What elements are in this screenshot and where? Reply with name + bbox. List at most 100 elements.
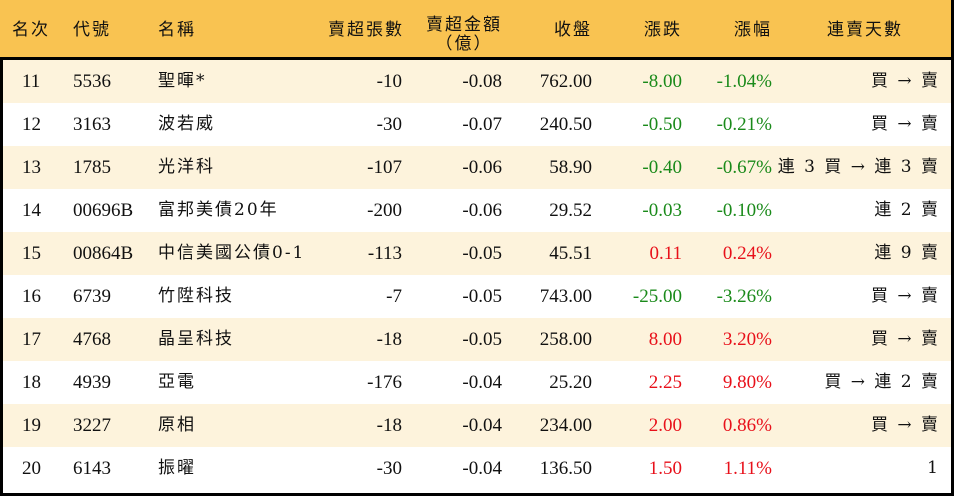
cell-change: 2.25: [648, 372, 682, 393]
cell-change-pct: 3.20%: [722, 329, 772, 350]
cell-change-pct: -0.67%: [716, 157, 772, 178]
cell-lots: -18: [376, 415, 402, 436]
cell-name: 晶呈科技: [158, 329, 234, 349]
table-row[interactable]: 17 4768 晶呈科技 -18 -0.05 258.00 8.00 3.20%…: [3, 318, 951, 361]
header-rank: 名次: [12, 20, 50, 40]
header-code: 代號: [73, 20, 111, 40]
cell-streak: 買 → 賣: [870, 71, 940, 91]
cell-amount: -0.07: [462, 114, 502, 135]
cell-change-pct: -1.04%: [716, 71, 772, 92]
cell-lots: -7: [386, 286, 402, 307]
header-streak: 連賣天數: [827, 20, 903, 40]
table-row[interactable]: 12 3163 波若威 -30 -0.07 240.50 -0.50 -0.21…: [3, 103, 951, 146]
cell-streak: 1: [927, 458, 940, 478]
header-close: 收盤: [554, 20, 592, 40]
cell-close: 25.20: [549, 372, 592, 393]
cell-amount: -0.04: [462, 415, 502, 436]
table-row[interactable]: 14 00696B 富邦美債20年 -200 -0.06 29.52 -0.03…: [3, 189, 951, 232]
table-body: 11 5536 聖暉* -10 -0.08 762.00 -8.00 -1.04…: [0, 60, 954, 496]
cell-lots: -18: [376, 329, 402, 350]
table-row[interactable]: 18 4939 亞電 -176 -0.04 25.20 2.25 9.80% 買…: [3, 361, 951, 404]
cell-name: 光洋科: [158, 157, 215, 177]
cell-streak: 買 → 連 2 賣: [824, 372, 940, 392]
header-net-sell-amount-line1: 賣超金額: [426, 15, 502, 35]
cell-streak: 連 3 買 → 連 3 賣: [777, 157, 940, 177]
cell-code: 00696B: [73, 200, 134, 221]
cell-close: 136.50: [539, 458, 592, 479]
cell-name: 富邦美債20年: [158, 200, 279, 220]
cell-amount: -0.04: [462, 458, 502, 479]
cell-lots: -200: [367, 200, 402, 221]
cell-change-pct: 0.24%: [722, 243, 772, 264]
cell-rank: 12: [22, 114, 41, 135]
cell-streak: 買 → 賣: [870, 415, 940, 435]
cell-change-pct: -0.21%: [716, 114, 772, 135]
cell-name: 聖暉*: [158, 71, 207, 91]
cell-lots: -30: [376, 114, 402, 135]
cell-rank: 16: [22, 286, 41, 307]
cell-amount: -0.05: [462, 329, 502, 350]
cell-close: 258.00: [539, 329, 592, 350]
cell-change-pct: -3.26%: [716, 286, 772, 307]
cell-code: 3163: [73, 114, 111, 135]
header-net-sell-amount: 賣超金額 （億）: [418, 16, 510, 54]
cell-rank: 19: [22, 415, 41, 436]
cell-change: 1.50: [648, 458, 682, 479]
cell-lots: -176: [367, 372, 402, 393]
cell-change: -0.50: [642, 114, 682, 135]
table-row[interactable]: 15 00864B 中信美國公債0-1 -113 -0.05 45.51 0.1…: [3, 232, 951, 275]
cell-amount: -0.04: [462, 372, 502, 393]
cell-streak: 連 2 賣: [874, 200, 940, 220]
cell-name: 波若威: [158, 114, 215, 134]
table-row[interactable]: 16 6739 竹陞科技 -7 -0.05 743.00 -25.00 -3.2…: [3, 275, 951, 318]
cell-change: -0.03: [642, 200, 682, 221]
cell-name: 中信美國公債0-1: [158, 243, 306, 263]
cell-close: 743.00: [539, 286, 592, 307]
table-row[interactable]: 13 1785 光洋科 -107 -0.06 58.90 -0.40 -0.67…: [3, 146, 951, 189]
cell-rank: 20: [22, 458, 41, 479]
cell-rank: 13: [22, 157, 41, 178]
table-row[interactable]: 20 6143 振曜 -30 -0.04 136.50 1.50 1.11% 1: [3, 447, 951, 490]
cell-lots: -107: [367, 157, 402, 178]
cell-close: 58.90: [549, 157, 592, 178]
cell-name: 振曜: [158, 458, 196, 478]
cell-change: 2.00: [648, 415, 682, 436]
cell-lots: -113: [367, 243, 402, 264]
cell-code: 3227: [73, 415, 111, 436]
cell-streak: 買 → 賣: [870, 114, 940, 134]
cell-close: 240.50: [539, 114, 592, 135]
cell-change: -0.40: [642, 157, 682, 178]
cell-rank: 18: [22, 372, 41, 393]
header-change-pct: 漲幅: [734, 20, 772, 40]
cell-code: 1785: [73, 157, 111, 178]
cell-close: 29.52: [549, 200, 592, 221]
cell-amount: -0.06: [462, 200, 502, 221]
cell-change-pct: 9.80%: [722, 372, 772, 393]
cell-streak: 連 9 賣: [874, 243, 940, 263]
cell-code: 4939: [73, 372, 111, 393]
cell-rank: 15: [22, 243, 41, 264]
cell-rank: 11: [22, 71, 41, 92]
cell-change-pct: 1.11%: [723, 458, 772, 479]
table-row[interactable]: 11 5536 聖暉* -10 -0.08 762.00 -8.00 -1.04…: [3, 60, 951, 103]
cell-close: 234.00: [539, 415, 592, 436]
cell-change-pct: -0.10%: [716, 200, 772, 221]
table-row[interactable]: 19 3227 原相 -18 -0.04 234.00 2.00 0.86% 買…: [3, 404, 951, 447]
cell-code: 00864B: [73, 243, 134, 264]
cell-name: 竹陞科技: [158, 286, 234, 306]
cell-change: 0.11: [649, 243, 682, 264]
cell-rank: 17: [22, 329, 41, 350]
header-name: 名稱: [158, 20, 196, 40]
cell-close: 45.51: [549, 243, 592, 264]
header-net-sell-lots: 賣超張數: [328, 20, 404, 40]
cell-change: -25.00: [632, 286, 682, 307]
cell-name: 亞電: [158, 372, 196, 392]
cell-amount: -0.06: [462, 157, 502, 178]
cell-code: 5536: [73, 71, 111, 92]
cell-amount: -0.05: [462, 243, 502, 264]
cell-amount: -0.05: [462, 286, 502, 307]
cell-change-pct: 0.86%: [722, 415, 772, 436]
cell-close: 762.00: [539, 71, 592, 92]
cell-lots: -10: [376, 71, 402, 92]
